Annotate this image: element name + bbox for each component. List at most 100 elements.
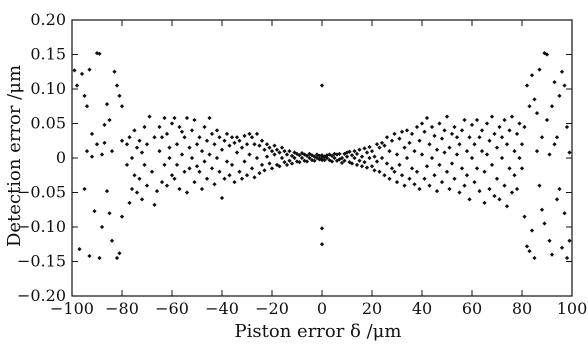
data-point — [439, 180, 445, 185]
data-point — [297, 153, 302, 158]
data-point — [132, 173, 137, 178]
data-point — [117, 93, 122, 99]
data-point — [192, 180, 197, 185]
data-point — [247, 152, 252, 157]
data-point — [422, 129, 427, 134]
data-point — [462, 117, 467, 123]
data-point — [192, 117, 197, 123]
data-point — [254, 131, 260, 136]
data-point — [182, 169, 187, 174]
data-point — [114, 255, 120, 261]
data-point — [382, 143, 387, 148]
data-point — [414, 124, 420, 130]
y-axis-label: Detection error /μm — [4, 65, 25, 247]
data-point — [97, 51, 102, 56]
data-point — [474, 166, 480, 171]
data-point — [162, 115, 167, 121]
data-point — [289, 161, 295, 166]
data-point — [84, 104, 90, 109]
data-point — [319, 83, 325, 88]
data-point — [349, 161, 355, 166]
data-point — [344, 154, 350, 159]
data-point — [87, 253, 92, 259]
data-point — [212, 182, 217, 187]
data-point — [119, 104, 125, 109]
data-point — [422, 176, 427, 181]
data-point — [164, 183, 170, 188]
data-point — [399, 173, 405, 178]
data-point — [109, 148, 115, 154]
data-point — [497, 197, 502, 202]
data-point — [432, 173, 437, 178]
data-point — [372, 168, 377, 173]
data-point — [319, 226, 325, 231]
data-point — [249, 166, 255, 171]
data-point — [184, 115, 190, 121]
data-point — [392, 131, 397, 136]
data-point — [189, 128, 195, 133]
data-point — [537, 183, 542, 188]
data-point — [239, 145, 245, 150]
data-point — [487, 186, 492, 192]
data-point — [337, 151, 342, 156]
data-point — [144, 183, 150, 188]
data-point — [514, 186, 520, 192]
data-point — [407, 140, 412, 145]
y-tick-label: 0.10 — [30, 79, 66, 98]
data-point — [252, 175, 257, 180]
data-point — [484, 121, 490, 126]
data-point — [434, 147, 440, 152]
data-point — [449, 131, 455, 136]
data-point — [519, 142, 525, 147]
data-point — [207, 152, 212, 157]
data-point — [417, 138, 422, 143]
data-point — [267, 145, 272, 150]
data-point — [562, 211, 567, 216]
data-point — [184, 190, 190, 195]
data-point — [374, 159, 380, 164]
data-point — [74, 83, 80, 88]
data-point — [394, 152, 400, 157]
data-point — [427, 183, 432, 188]
y-tick-label: 0.15 — [30, 45, 66, 64]
data-point — [492, 193, 497, 199]
data-point — [104, 188, 110, 194]
data-point — [262, 168, 267, 173]
data-point — [492, 131, 497, 136]
data-point — [249, 135, 255, 140]
data-point — [79, 71, 85, 76]
data-point — [387, 148, 392, 154]
data-point — [247, 131, 252, 136]
data-point — [307, 155, 312, 161]
data-point — [552, 79, 557, 85]
data-point — [462, 183, 467, 188]
data-point — [364, 150, 370, 155]
data-point — [367, 155, 372, 161]
data-point — [389, 166, 395, 171]
data-point — [147, 114, 152, 119]
data-point — [137, 138, 142, 143]
x-axis-label: Piston error δ /μm — [235, 321, 402, 342]
data-point — [187, 145, 192, 150]
data-point — [442, 128, 447, 133]
data-point — [539, 207, 545, 212]
data-point — [234, 135, 240, 140]
data-point — [512, 148, 517, 154]
data-point — [519, 166, 525, 171]
data-point — [194, 142, 200, 147]
data-point — [319, 157, 325, 163]
data-point — [494, 145, 500, 150]
data-point — [167, 145, 172, 150]
data-point — [329, 159, 335, 164]
data-point — [172, 176, 177, 181]
data-point — [399, 129, 405, 134]
data-point — [522, 124, 527, 130]
x-tick-label: −40 — [205, 299, 239, 318]
x-tick-label: 0 — [317, 299, 327, 318]
data-point — [272, 152, 277, 157]
data-point — [194, 164, 200, 169]
data-point — [232, 180, 237, 185]
plot-area — [71, 19, 573, 297]
data-point — [482, 200, 487, 205]
